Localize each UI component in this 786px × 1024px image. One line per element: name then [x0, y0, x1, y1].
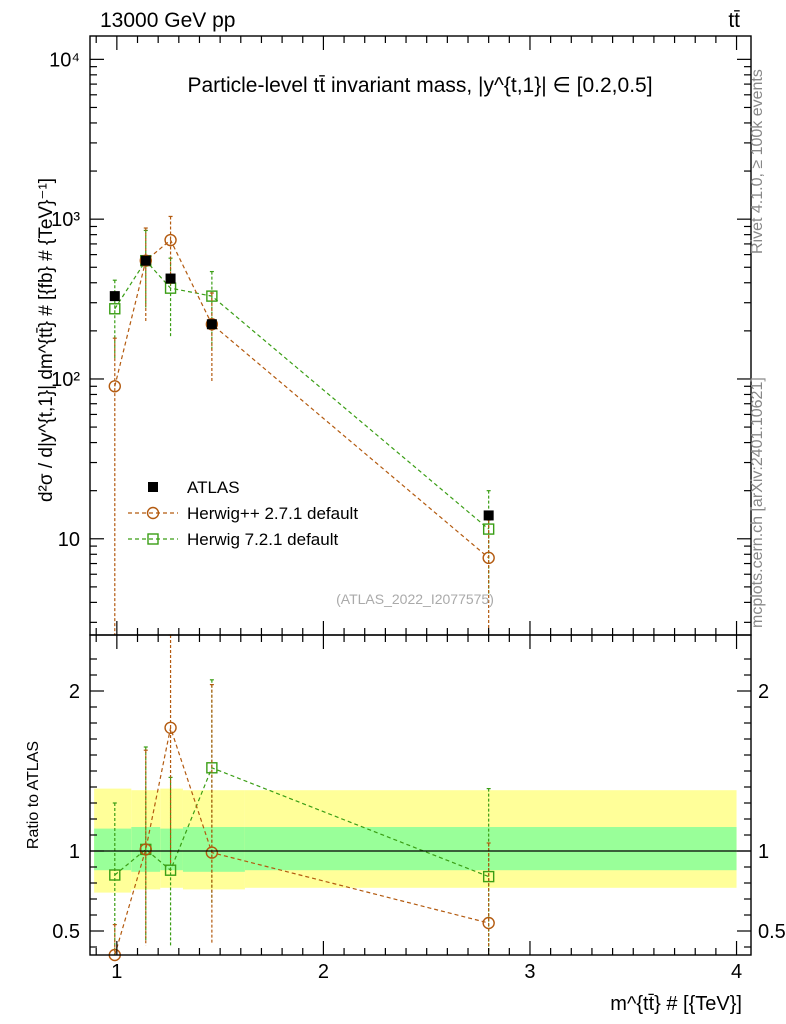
main-series-layer: [108, 215, 495, 635]
data-point: [482, 523, 495, 535]
analysis-label: (ATLAS_2022_I2077575): [336, 591, 494, 607]
legend: ATLAS Herwig++ 2.7.1 default Herwig 7.2.1 …: [128, 478, 358, 549]
legend-label: Herwig++ 2.7.1 default: [187, 504, 358, 523]
data-point: [206, 290, 218, 302]
main-y-tick-label: 10: [58, 529, 80, 551]
ratio-y-tick-label: 1: [69, 841, 80, 863]
top-right-label: tt̄: [728, 9, 740, 32]
x-tick-label: 2: [318, 961, 329, 983]
x-tick-label: 4: [731, 961, 742, 983]
main-y-axis-label: d²σ / d|y^{t,1}| dm^{tt̄} # [{fb} # {TeV…: [36, 178, 57, 502]
legend-label: Herwig 7.2.1 default: [187, 530, 338, 549]
ratio-y-tick-label: 2: [69, 681, 80, 703]
data-point: [109, 291, 120, 302]
green-band-segment: [182, 827, 245, 872]
main-y-tick-label: 10³: [51, 209, 80, 231]
data-point: [482, 551, 495, 565]
ratio-y-tick-label: 0.5: [52, 921, 80, 943]
data-point: [206, 319, 217, 330]
green-band-segment: [160, 828, 183, 871]
data-point: [205, 318, 219, 331]
ratio-y-tick-label-right: 1: [758, 841, 769, 863]
data-point: [109, 869, 121, 881]
green-band-segment: [244, 827, 737, 871]
ratio-y-axis-label: Ratio to ATLAS: [25, 741, 42, 849]
chart-title: Particle-level tt̄ invariant mass, |y^{t…: [187, 74, 652, 97]
ratio-panel-frame: [89, 634, 752, 956]
data-point: [139, 843, 152, 856]
x-axis-label: m^{tt̄} # [{TeV}]: [610, 993, 742, 1015]
data-point: [139, 254, 152, 267]
x-tick-label: 3: [524, 961, 535, 983]
legend-marker: [146, 506, 160, 520]
rivet-label: Rivet 4.1.0, ≥ 100k events: [749, 69, 766, 254]
data-point: [164, 864, 177, 876]
data-point: [109, 303, 121, 315]
data-point: [206, 762, 218, 774]
main-y-tick-label: 10²: [51, 369, 80, 391]
series-line: [114, 239, 490, 559]
data-point: [140, 255, 151, 266]
green-band-segment: [94, 828, 132, 871]
data-point: [482, 916, 495, 930]
data-point: [165, 273, 176, 284]
data-point: [483, 510, 494, 521]
data-point: [164, 721, 177, 734]
x-tick-label: 1: [111, 961, 122, 983]
legend-marker: [148, 482, 158, 492]
legend-marker: [147, 533, 159, 545]
ratio-y-tick-label-right: 2: [758, 681, 769, 703]
data-point: [164, 233, 177, 247]
data-point: [482, 870, 495, 883]
legend-label: ATLAS: [187, 478, 240, 497]
ratio-series-layer: [108, 634, 495, 962]
data-point: [108, 380, 121, 393]
series-line: [114, 259, 490, 530]
top-left-label: 13000 GeV pp: [100, 9, 235, 32]
ratio-uncertainty-bands: [94, 788, 737, 893]
data-point: [205, 846, 219, 859]
mcplots-label: mcplots.cern.ch [arXiv:2401.10621]: [749, 377, 766, 628]
tick-labels: 10 10² 10³ 10⁴ 0.5 0.5 1 1 2 2 1 2 3 4: [49, 49, 786, 983]
main-y-tick-label: 10⁴: [49, 49, 80, 71]
axis-ticks: [90, 36, 751, 955]
ratio-y-tick-label-right: 0.5: [758, 921, 786, 943]
